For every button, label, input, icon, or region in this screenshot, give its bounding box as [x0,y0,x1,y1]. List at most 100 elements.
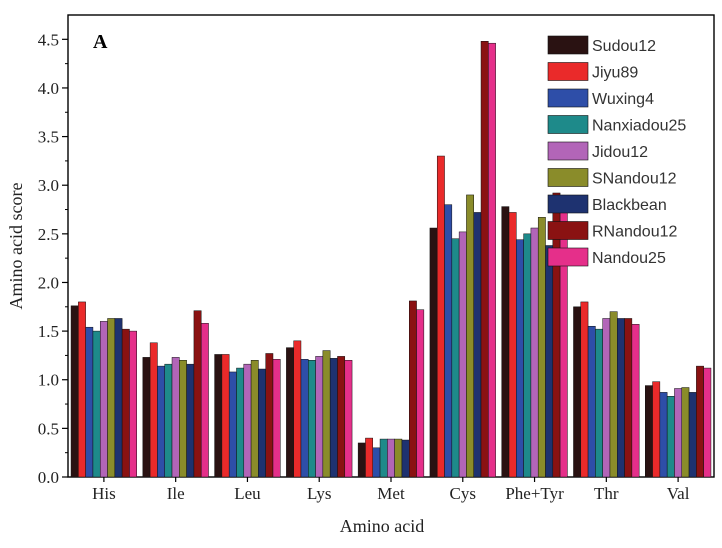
bar-nandou25-met [416,309,425,478]
bars-layer [70,41,712,478]
bar-nanxiadou25-met [379,438,388,478]
bar-jiyu89-val [652,381,661,478]
legend-swatch-jiyu89 [547,62,589,81]
legend-swatch-rnandou12 [547,221,589,240]
bar-snandou12-met [394,438,403,478]
bar-blackbean-met [401,439,410,478]
bar-jidou12-phe-tyr [530,227,539,478]
y-tick-label: 0.5 [38,419,59,438]
x-tick-label: His [92,484,116,503]
bar-blackbean-leu [258,368,266,478]
bar-rnandou12-met [409,300,417,478]
bar-sudou12-phe-tyr [501,206,510,478]
bar-nandou25-phe-tyr [559,204,568,478]
bar-nandou25-his [129,330,137,478]
bar-sudou12-met [357,442,366,478]
legend-label-jiyu89: Jiyu89 [592,65,638,82]
bar-sudou12-val [645,385,653,478]
x-axis-title: Amino acid [340,516,424,536]
bar-sudou12-his [70,305,79,478]
legend-label-nandou25: Nandou25 [592,250,666,267]
bar-jiyu89-leu [221,354,230,478]
legend-swatch-sudou12 [547,35,589,55]
bar-jiyu89-his [78,301,86,478]
y-tick-label: 2.5 [38,225,59,244]
x-tick-label: Leu [234,484,261,503]
bar-jidou12-lys [315,356,324,478]
bar-sudou12-ile [142,357,151,478]
bar-wuxing4-ile [157,365,165,478]
bar-wuxing4-lys [300,359,309,478]
bar-blackbean-his [114,318,123,478]
bar-jiyu89-phe-tyr [508,212,517,478]
bar-snandou12-thr [609,311,618,478]
x-tick-label: Val [667,484,690,503]
legend-label-sudou12: Sudou12 [592,38,656,55]
bar-wuxing4-met [372,447,381,478]
bar-snandou12-phe-tyr [537,217,546,478]
bar-snandou12-val [681,387,690,478]
bar-rnandou12-ile [193,310,202,478]
bar-blackbean-thr [617,318,625,478]
y-tick-label: 3.0 [38,176,59,195]
bar-rnandou12-val [696,365,704,478]
legend-swatch-wuxing4 [547,88,589,108]
bar-nandou25-val [703,367,712,478]
bar-nandou25-ile [200,323,209,478]
bar-sudou12-thr [573,306,582,478]
bar-jidou12-his [99,321,108,478]
legend: Sudou12 Jiyu89 Wuxing4 Nanxiadou25 Jidou12 SN… [547,35,686,267]
bar-jidou12-val [674,388,683,478]
y-axis-title: Amino acid score [6,183,26,310]
bar-sudou12-lys [286,347,294,478]
x-tick-label: Lys [307,484,332,503]
bar-jiyu89-ile [149,342,158,478]
bar-blackbean-lys [329,358,338,478]
legend-swatch-nandou25 [547,247,589,267]
y-tick-label: 1.5 [38,322,59,341]
bar-nanxiadou25-cys [451,238,460,478]
bar-sudou12-leu [214,354,223,478]
bar-wuxing4-leu [228,371,237,478]
bar-blackbean-cys [473,212,482,478]
x-tick-label: Cys [450,484,476,503]
x-axis: His Ile Leu Lys Met Cys Phe+Tyr Thr Val [92,477,690,503]
legend-label-blackbean: Blackbean [592,197,667,214]
legend-label-wuxing4: Wuxing4 [592,91,654,108]
bar-rnandou12-his [121,328,130,478]
bar-jiyu89-cys [436,155,445,478]
legend-swatch-nanxiadou25 [547,115,589,134]
bar-snandou12-lys [322,350,331,478]
bar-jidou12-met [387,438,395,478]
x-tick-label: Phe+Tyr [505,484,564,503]
legend-swatch-snandou12 [547,168,589,187]
bar-nandou25-leu [272,359,281,478]
y-tick-label: 4.5 [38,30,59,49]
bar-snandou12-leu [250,360,259,478]
bar-snandou12-cys [466,194,474,478]
bar-rnandou12-lys [337,356,346,478]
y-tick-label: 3.5 [38,128,59,147]
legend-label-nanxiadou25: Nanxiadou25 [592,118,686,135]
bar-jiyu89-thr [580,301,589,478]
y-tick-label: 0.0 [38,468,59,487]
bar-nanxiadou25-phe-tyr [523,233,532,478]
bar-nanxiadou25-val [666,396,675,478]
bar-wuxing4-thr [587,325,596,478]
bar-sudou12-cys [429,227,438,478]
legend-swatch-jidou12 [547,141,589,161]
bar-snandou12-ile [179,360,187,478]
bar-blackbean-phe-tyr [545,245,554,478]
bar-nandou25-cys [488,42,496,478]
x-tick-label: Thr [594,484,619,503]
legend-label-snandou12: SNandou12 [592,171,677,188]
bar-jidou12-ile [171,357,180,478]
bar-jidou12-thr [602,318,611,478]
y-tick-label: 4.0 [38,79,59,98]
bar-rnandou12-leu [265,353,274,478]
legend-label-jidou12: Jidou12 [592,144,648,161]
bar-nanxiadou25-ile [164,363,173,478]
bar-nanxiadou25-leu [236,367,245,478]
